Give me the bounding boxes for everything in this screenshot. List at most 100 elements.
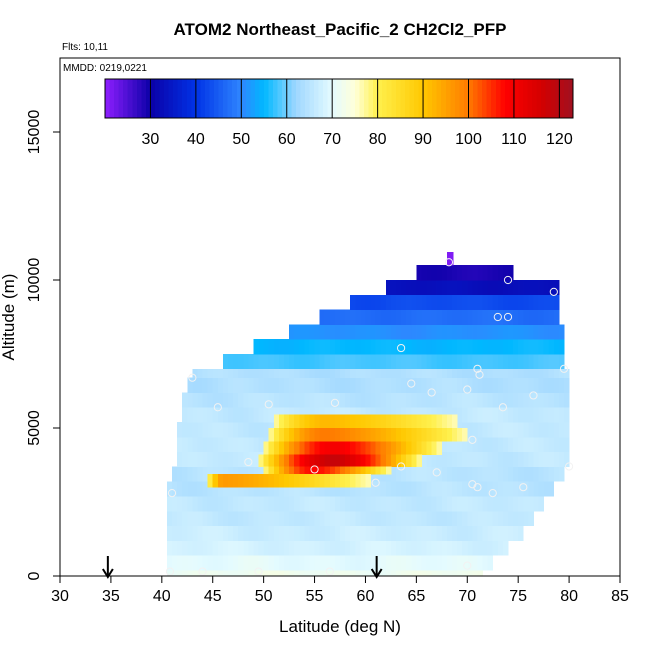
heatmap-cell (513, 510, 519, 527)
altitude-band (350, 294, 560, 310)
heatmap-cell (212, 436, 219, 453)
heatmap-cell (457, 265, 463, 281)
heatmap-cell (268, 496, 275, 512)
heatmap-cell (192, 422, 198, 438)
heatmap-cell (431, 540, 438, 556)
colorbar-segment (500, 79, 506, 118)
heatmap-cell (370, 377, 377, 393)
heatmap-cell (538, 451, 545, 467)
heatmap-cell (411, 481, 417, 497)
heatmap-cell (319, 309, 326, 325)
heatmap-cell (355, 428, 361, 442)
heatmap-cell (253, 354, 259, 370)
heatmap-cell (467, 496, 473, 512)
heatmap-cell (329, 377, 336, 393)
heatmap-cell (350, 510, 356, 527)
colorbar-segment (495, 79, 501, 118)
heatmap-cell (340, 510, 346, 527)
heatmap-cell (360, 368, 366, 379)
heatmap-cell (431, 414, 438, 429)
heatmap-cell (508, 280, 514, 296)
heatmap-cell (202, 466, 209, 482)
heatmap-cell (345, 525, 351, 541)
plot-area (166, 251, 570, 577)
heatmap-cell (334, 510, 341, 527)
heatmap-cell (299, 496, 305, 512)
heatmap-cell (441, 392, 448, 408)
heatmap-cell (553, 466, 560, 482)
heatmap-cell (472, 354, 478, 370)
heatmap-cell (289, 525, 295, 541)
heatmap-cell (319, 354, 326, 370)
heatmap-cell (462, 481, 468, 497)
heatmap-cell (263, 368, 270, 379)
heatmap-cell (233, 422, 239, 438)
heatmap-cell (329, 339, 336, 355)
heatmap-cell (436, 368, 443, 379)
heatmap-cell (548, 294, 555, 310)
heatmap-cell (457, 525, 463, 541)
heatmap-cell (304, 377, 310, 393)
heatmap-cell (523, 407, 529, 423)
heatmap-cell (431, 570, 438, 577)
heatmap-cell (472, 555, 478, 571)
heatmap-cell (436, 265, 443, 281)
heatmap-cell (334, 481, 341, 497)
enhanced-layer-band (268, 428, 468, 442)
heatmap-cell (177, 525, 183, 541)
heatmap-cell (207, 473, 214, 488)
colorbar-segment (536, 79, 542, 118)
heatmap-cell (355, 368, 361, 379)
heatmap-cell (324, 555, 331, 571)
sample-point (213, 403, 222, 412)
heatmap-cell (177, 451, 183, 467)
heatmap-cell (202, 407, 209, 423)
heatmap-cell (452, 354, 458, 370)
heatmap-cell (172, 466, 178, 482)
heatmap-cell (345, 466, 351, 475)
heatmap-cell (452, 309, 458, 325)
heatmap-cell (457, 309, 463, 325)
heatmap-cell (284, 392, 290, 408)
heatmap-cell (452, 368, 458, 379)
heatmap-cell (324, 309, 331, 325)
heatmap-cell (365, 392, 371, 408)
heatmap-cell (508, 466, 514, 482)
heatmap-cell (411, 392, 417, 408)
heatmap-cell (416, 454, 422, 467)
heatmap-cell (222, 481, 229, 497)
heatmap-cell (441, 540, 448, 556)
colorbar-segment (214, 79, 220, 118)
heatmap-cell (502, 481, 509, 497)
heatmap-cell (217, 496, 224, 512)
heatmap-cell (222, 496, 229, 512)
y-tick-label: 10000 (26, 258, 43, 303)
heatmap-cell (345, 473, 351, 488)
heatmap-cell (284, 496, 290, 512)
heatmap-cell (518, 407, 524, 423)
heatmap-cell (401, 309, 407, 325)
heatmap-cell (212, 473, 219, 488)
heatmap-cell (202, 368, 209, 379)
heatmap-cell (375, 481, 382, 497)
heatmap-cell (558, 377, 565, 393)
heatmap-cell (487, 324, 494, 340)
heatmap-cell (299, 510, 305, 527)
heatmap-cell (365, 496, 371, 512)
heatmap-cell (238, 481, 244, 497)
heatmap-cell (533, 466, 539, 482)
heatmap-cell (538, 466, 545, 482)
heatmap-cell (248, 540, 254, 556)
heatmap-cell (390, 570, 397, 577)
heatmap-cell (482, 496, 489, 512)
heatmap-cell (431, 496, 438, 512)
heatmap-cell (518, 510, 524, 527)
heatmap-cell (278, 441, 285, 456)
heatmap-cell (294, 496, 300, 512)
heatmap-cell (472, 510, 478, 527)
heatmap-cell (258, 436, 265, 453)
heatmap-cell (172, 555, 178, 571)
colorbar-segment (323, 79, 329, 118)
heatmap-cell (523, 436, 529, 453)
heatmap-cell (452, 436, 458, 453)
